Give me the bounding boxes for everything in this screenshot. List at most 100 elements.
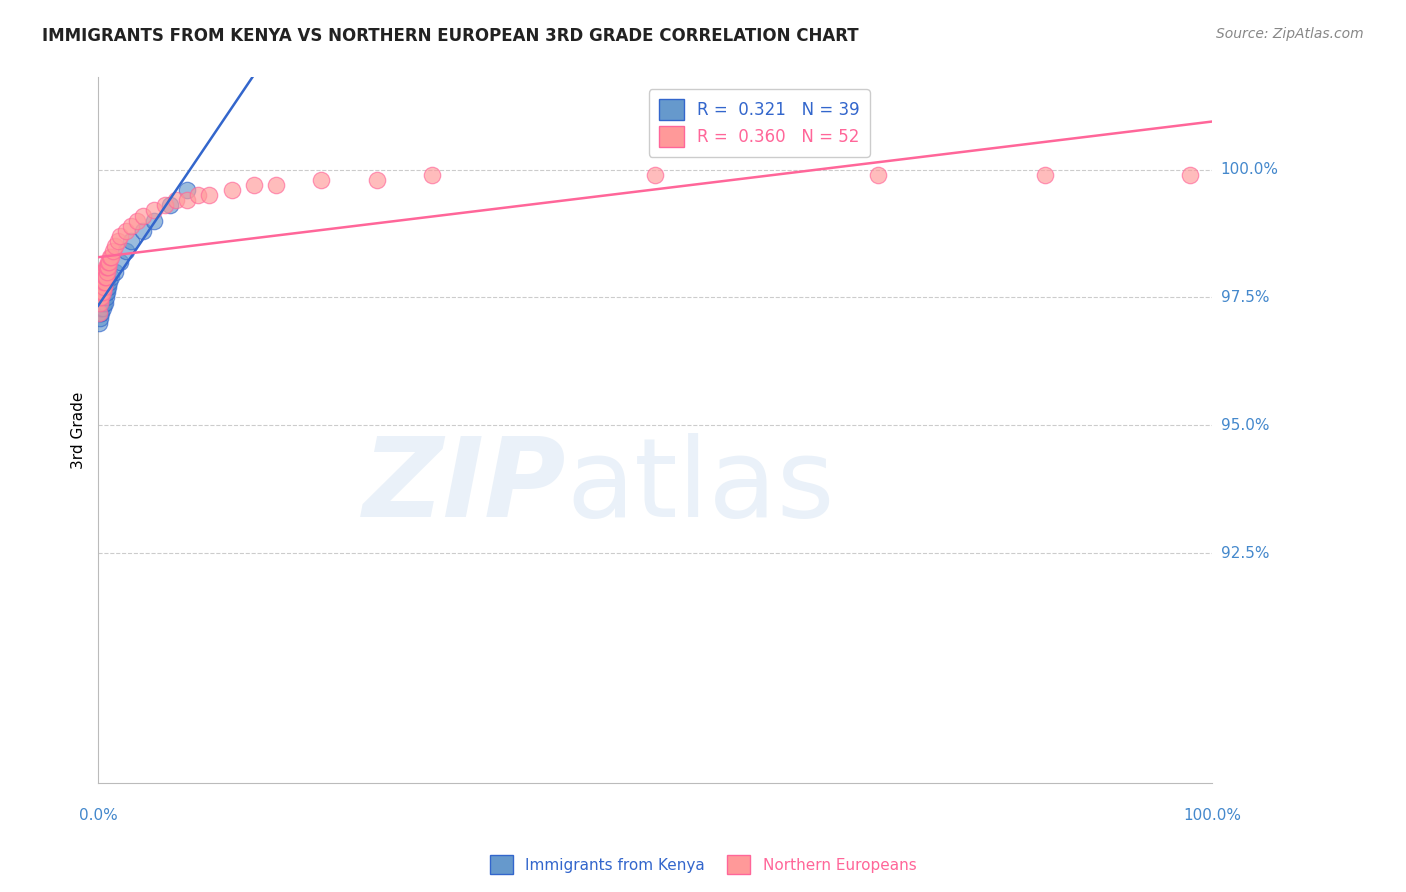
Text: 100.0%: 100.0% (1220, 162, 1278, 177)
Point (90, 301, 112, 315)
Point (96, 280, 118, 294)
Point (89, 295, 111, 310)
Point (97, 254, 120, 268)
Text: 0.0%: 0.0% (79, 808, 118, 823)
Point (866, 168, 889, 182)
Point (93, 275, 115, 289)
Point (93, 270, 115, 285)
Point (89, 285, 111, 300)
Point (176, 193, 198, 207)
Point (91, 301, 114, 315)
Point (98, 250, 121, 264)
Point (221, 183, 243, 197)
Point (89, 310, 111, 325)
Point (96, 265, 118, 279)
Point (94, 285, 117, 300)
Point (94, 270, 117, 285)
Point (100, 270, 122, 285)
Point (243, 178, 266, 192)
Point (90, 295, 112, 310)
Point (110, 229, 132, 244)
Point (91, 285, 114, 300)
Point (91, 275, 114, 289)
Point (90, 290, 112, 304)
Point (159, 198, 181, 212)
Point (93, 290, 115, 304)
Point (121, 234, 143, 248)
Point (90, 275, 112, 289)
Text: ZIP: ZIP (363, 434, 567, 541)
Point (89, 285, 111, 300)
Text: Source: ZipAtlas.com: Source: ZipAtlas.com (1216, 27, 1364, 41)
Point (89, 301, 111, 315)
Point (142, 213, 165, 227)
Text: 100.0%: 100.0% (1184, 808, 1241, 823)
Point (100, 250, 122, 264)
Point (93, 280, 115, 294)
Point (93, 275, 115, 289)
Point (91, 285, 114, 300)
Point (89, 280, 111, 294)
Point (1178, 168, 1201, 182)
Point (366, 173, 388, 187)
Point (644, 168, 666, 182)
Point (91, 265, 114, 279)
Point (90, 270, 112, 285)
Point (98, 275, 121, 289)
Point (93, 285, 115, 300)
Point (98, 254, 121, 268)
Point (94, 260, 117, 274)
Point (93, 265, 115, 279)
Point (89, 295, 111, 310)
Point (96, 285, 118, 300)
Point (187, 188, 209, 202)
Point (1033, 168, 1056, 182)
Point (115, 244, 138, 259)
Point (110, 254, 132, 268)
Text: 97.5%: 97.5% (1220, 290, 1270, 305)
Point (121, 219, 143, 233)
Point (93, 295, 115, 310)
Point (101, 244, 124, 259)
Point (115, 224, 138, 238)
Point (90, 285, 112, 300)
Point (89, 306, 111, 320)
Point (91, 290, 114, 304)
Point (131, 224, 153, 238)
Point (94, 290, 117, 304)
Point (89, 270, 111, 285)
Point (165, 193, 187, 207)
Point (90, 306, 112, 320)
Point (89, 290, 111, 304)
Legend: R =  0.321   N = 39, R =  0.360   N = 52: R = 0.321 N = 39, R = 0.360 N = 52 (648, 89, 869, 157)
Point (89, 301, 111, 315)
Point (89, 290, 111, 304)
Point (97, 260, 120, 274)
Point (153, 198, 176, 212)
Point (89, 306, 111, 320)
Point (104, 239, 127, 253)
Point (125, 213, 148, 227)
Point (90, 295, 112, 310)
Legend: Immigrants from Kenya, Northern Europeans: Immigrants from Kenya, Northern European… (484, 849, 922, 880)
Point (89, 295, 111, 310)
Point (142, 203, 165, 218)
Text: 92.5%: 92.5% (1220, 546, 1270, 561)
Text: atlas: atlas (567, 434, 835, 541)
Point (90, 290, 112, 304)
Point (97, 280, 120, 294)
Point (176, 183, 198, 197)
Point (131, 209, 153, 223)
Point (107, 234, 129, 248)
Text: 95.0%: 95.0% (1220, 417, 1270, 433)
Point (96, 260, 118, 274)
Point (89, 290, 111, 304)
Point (104, 265, 127, 279)
Y-axis label: 3rd Grade: 3rd Grade (72, 392, 86, 469)
Point (93, 285, 115, 300)
Point (266, 178, 288, 192)
Point (89, 306, 111, 320)
Text: IMMIGRANTS FROM KENYA VS NORTHERN EUROPEAN 3RD GRADE CORRELATION CHART: IMMIGRANTS FROM KENYA VS NORTHERN EUROPE… (42, 27, 859, 45)
Point (420, 168, 443, 182)
Point (198, 188, 221, 202)
